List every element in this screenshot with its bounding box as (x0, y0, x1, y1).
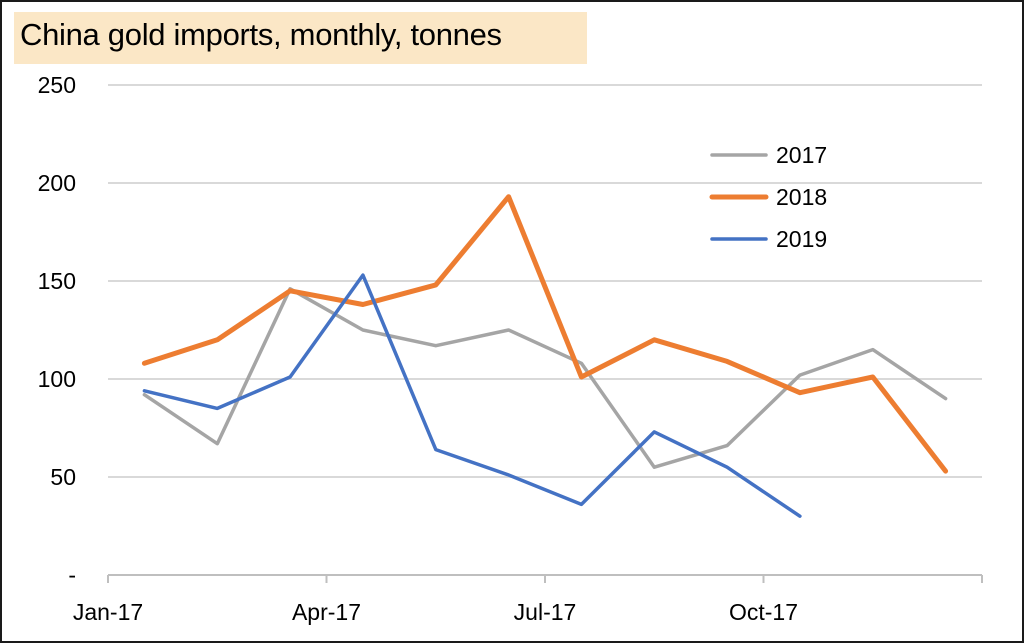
legend-label-2018: 2018 (776, 184, 827, 210)
y-tick-label: 100 (38, 366, 76, 392)
x-tick-label: Apr-17 (292, 599, 361, 625)
legend-label-2019: 2019 (776, 226, 827, 252)
chart-title-background (14, 12, 587, 64)
legend-label-2017: 2017 (776, 142, 827, 168)
y-tick-label: 50 (50, 464, 76, 490)
x-tick-label: Oct-17 (729, 599, 798, 625)
chart-title: China gold imports, monthly, tonnes (20, 17, 502, 52)
legend: 2017 2018 2019 (709, 142, 827, 252)
series-lines (141, 194, 949, 518)
y-axis-ticks: 250 200 150 100 50 - (38, 72, 76, 588)
y-tick-label: 200 (38, 170, 76, 196)
y-tick-label: - (68, 562, 76, 588)
x-axis-ticks: Jan-17 Apr-17 Jul-17 Oct-17 (73, 575, 983, 625)
series-line-2018 (141, 194, 949, 474)
y-tick-label: 250 (38, 72, 76, 98)
y-tick-label: 150 (38, 268, 76, 294)
series-line-2017 (142, 287, 948, 469)
x-tick-label: Jul-17 (514, 599, 577, 625)
x-tick-label: Jan-17 (73, 599, 143, 625)
series-line-2019 (142, 273, 802, 518)
